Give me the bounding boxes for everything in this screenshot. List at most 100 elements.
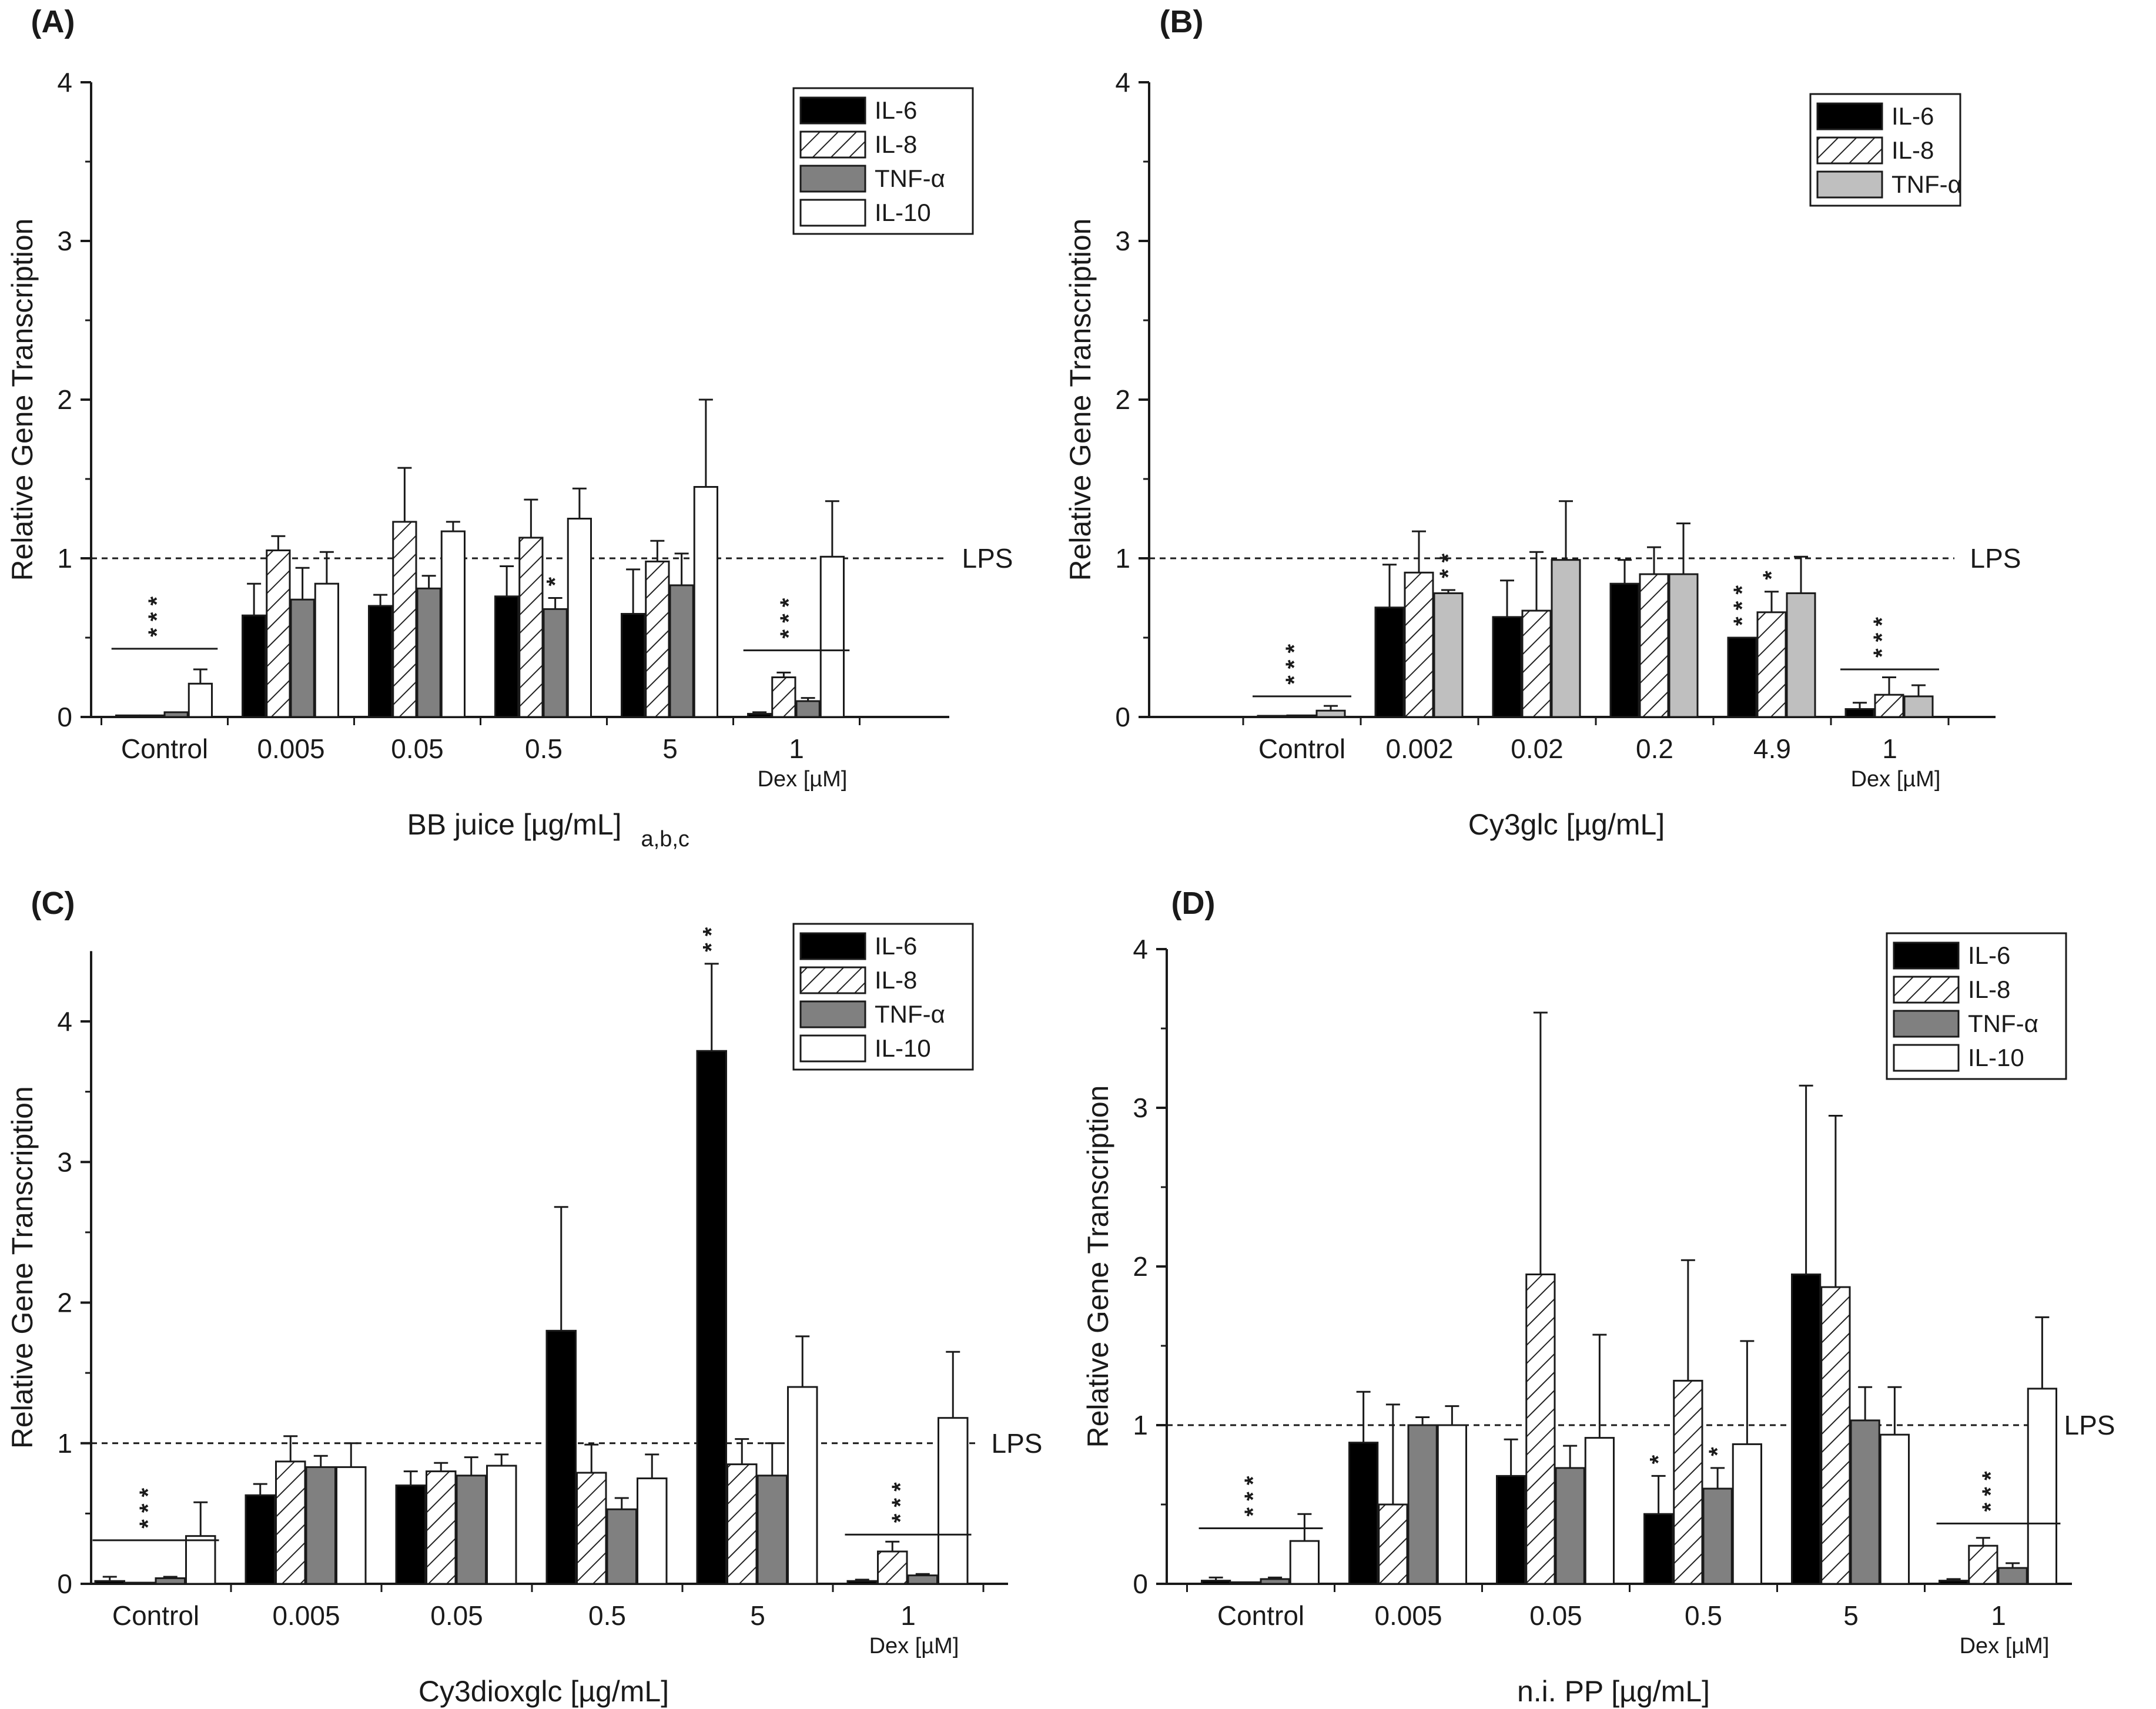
bar-il-8 — [1378, 1503, 1408, 1585]
bar-tnf-α — [1407, 1424, 1438, 1585]
legend-label: IL-10 — [875, 199, 931, 226]
bar-tnf-α — [1850, 1419, 1880, 1585]
bar-il-6 — [846, 1580, 878, 1585]
significance-stars: * * — [699, 927, 725, 952]
bar-il-10 — [1437, 1424, 1467, 1585]
legend-swatch — [1893, 1010, 1960, 1038]
bar-il-8 — [426, 1470, 457, 1585]
y-tick-label: 0 — [57, 1569, 72, 1599]
bar-il-10 — [1732, 1443, 1762, 1585]
legend-swatch — [1816, 136, 1883, 165]
y-tick-label: 4 — [57, 67, 72, 98]
y-tick-label: 4 — [1133, 934, 1148, 964]
bar-il-10 — [1289, 1540, 1320, 1585]
bar-il-8 — [576, 1472, 607, 1585]
legend-swatch — [799, 966, 866, 994]
bar-il-6 — [1348, 1442, 1379, 1585]
bar-il-10 — [637, 1477, 668, 1585]
x-tick-label: 0.05 — [391, 733, 444, 764]
bar-il-10 — [486, 1465, 517, 1585]
bar-il-6 — [1609, 582, 1640, 718]
x-tick-label: 5 — [750, 1600, 765, 1631]
bar-tnf-α — [1702, 1487, 1733, 1585]
x-tick-label: 5 — [662, 733, 678, 764]
significance-stars: * * * — [776, 598, 802, 638]
bar-il-8 — [1286, 714, 1317, 718]
bar-il-10 — [693, 486, 718, 718]
y-axis-title: Relative Gene Transcription — [1082, 1085, 1114, 1448]
panel-label: (A) — [31, 4, 75, 39]
bar-tnf-α — [416, 587, 441, 718]
legend-swatch — [799, 199, 866, 227]
legend-label: TNF-α — [875, 165, 945, 192]
bar-il-6 — [242, 614, 267, 718]
legend-label: IL-8 — [1891, 136, 1934, 164]
legend-label: IL-6 — [875, 932, 917, 960]
bar-tnf-α — [543, 608, 568, 718]
bar-tnf-α — [290, 598, 315, 718]
legend-swatch — [1893, 976, 1960, 1004]
legend-label: TNF-α — [875, 1000, 945, 1028]
y-tick-label: 1 — [1133, 1410, 1148, 1440]
y-tick-label: 3 — [1115, 226, 1130, 256]
legend-label: IL-8 — [875, 130, 917, 158]
bar-il-8 — [877, 1550, 908, 1585]
bar-il-10 — [938, 1417, 969, 1585]
bar-il-8 — [392, 521, 417, 718]
legend-label: TNF-α — [1891, 170, 1962, 198]
bar-il-8 — [1756, 611, 1787, 718]
bar-tnf-α — [1668, 573, 1699, 718]
legend-label: IL-6 — [1968, 941, 2010, 969]
y-tick-label: 2 — [57, 384, 72, 415]
x-axis-title: Cy3glc [µg/mL] — [1468, 808, 1665, 841]
legend-swatch — [799, 932, 866, 960]
panel-b: (B) 0 1 2 3 4 Relative Gene Transcription LPS Co… — [1064, 4, 2021, 841]
x-tick-label: 1 — [1991, 1600, 2006, 1631]
x-tick-label: 0.05 — [430, 1600, 483, 1631]
bar-tnf-α — [669, 584, 694, 718]
legend-swatch — [1893, 1044, 1960, 1072]
legend-swatch — [799, 96, 866, 125]
bar-il-8 — [266, 549, 291, 718]
y-axis-title: Relative Gene Transcription — [1064, 219, 1097, 581]
bar-tnf-α — [1315, 709, 1346, 718]
legend-label: IL-8 — [875, 966, 917, 994]
significance-stars: * — [1759, 571, 1785, 580]
bar-tnf-α — [1260, 1578, 1290, 1585]
dex-unit-label: Dex [µM] — [758, 767, 848, 792]
bar-il-8 — [1404, 571, 1434, 718]
x-tick-label: 0.005 — [1374, 1600, 1442, 1631]
y-tick-label: 2 — [57, 1288, 72, 1318]
bar-il-8 — [125, 1581, 156, 1585]
bar-il-6 — [696, 1050, 727, 1585]
bar-il-6 — [747, 713, 772, 718]
legend-label: IL-10 — [1968, 1044, 2024, 1071]
x-tick-label: Control — [1258, 733, 1345, 764]
x-tick-label: 0.5 — [525, 733, 563, 764]
legend-swatch — [799, 1000, 866, 1028]
bar-tnf-α — [305, 1466, 336, 1585]
bar-il-10 — [1584, 1437, 1615, 1585]
lps-label: LPS — [2064, 1410, 2115, 1440]
lps-label: LPS — [962, 543, 1013, 574]
dex-unit-label: Dex [µM] — [869, 1634, 959, 1658]
bar-tnf-α — [756, 1475, 788, 1585]
legend-swatch — [799, 130, 866, 159]
bar-il-6 — [1257, 715, 1287, 718]
bar-il-6 — [1791, 1274, 1822, 1585]
x-axis-title: BB juice [µg/mL] — [407, 808, 621, 841]
x-tick-label: 0.2 — [1636, 733, 1673, 764]
bar-il-8 — [1673, 1379, 1703, 1585]
bar-il-6 — [1643, 1513, 1674, 1585]
bar-il-10 — [440, 530, 466, 718]
significance-stars: * * * — [135, 1487, 161, 1528]
legend-label: IL-6 — [1891, 102, 1934, 130]
bar-il-8 — [1820, 1286, 1851, 1585]
panel-label: (D) — [1171, 886, 1216, 921]
x-tick-label: 1 — [789, 733, 804, 764]
y-tick-label: 3 — [1133, 1093, 1148, 1123]
panel-a: (A) 0 1 2 3 4 Relative Gene Transcription LPS Co… — [6, 4, 1013, 841]
bar-il-6 — [621, 613, 646, 718]
y-tick-label: 3 — [57, 1147, 72, 1177]
y-tick-label: 4 — [57, 1006, 72, 1037]
